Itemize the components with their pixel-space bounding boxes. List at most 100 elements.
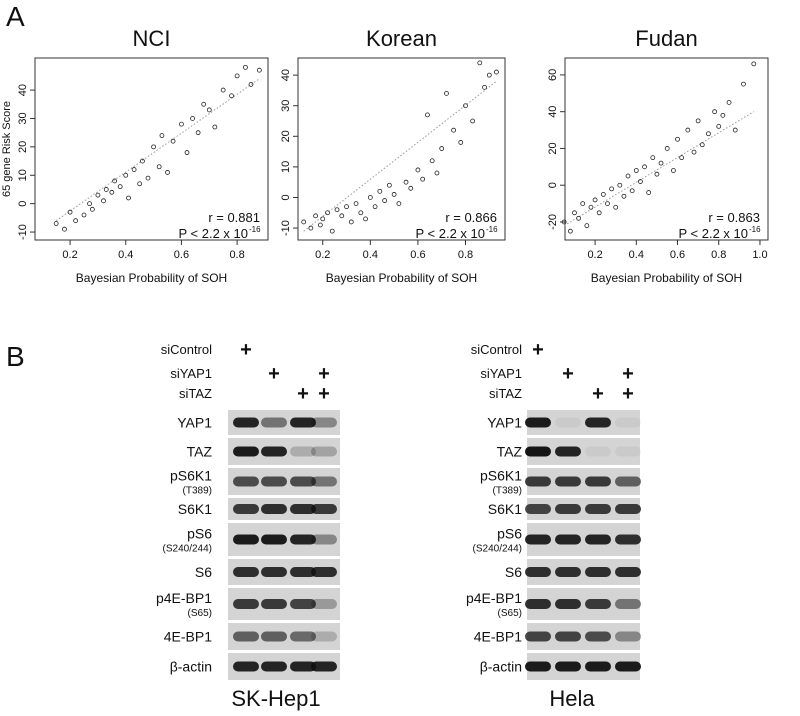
data-point [458,140,464,145]
blot-band [261,504,287,514]
blot-band [585,476,611,487]
y-tick-label: 20 [547,142,559,154]
blot-band [311,446,337,457]
y-tick-label: -10 [17,224,29,240]
p-exponent: -16 [486,225,498,234]
blot-label: p4E-BP1 [156,590,212,606]
blot-label: S6K1 [178,501,212,517]
blot-sublabel: (T389) [493,486,522,497]
blot-band [311,631,337,642]
data-point [184,150,190,155]
x-tick-label: 0.2 [587,249,602,261]
r-annotation: r = 0.863 [708,210,760,225]
data-point [576,215,582,221]
data-point [391,192,397,197]
data-point [592,197,598,203]
blot-band [585,567,611,577]
data-point [600,192,606,197]
blot-band [525,661,551,672]
data-point [751,61,757,67]
data-point [159,133,165,138]
blot-strip [527,498,640,520]
blot-band [615,504,641,514]
data-point [201,101,207,107]
blot-band [525,417,551,428]
blot-label: 4E-BP1 [164,629,212,645]
blot-band [233,534,259,545]
panel-label: A [6,1,25,32]
data-point [712,109,718,115]
p-text: P < 2.2 x 10 [678,226,748,241]
blot-band [290,504,316,514]
data-point [67,209,73,215]
data-point [584,223,590,229]
data-point [741,81,746,87]
p-text: P < 2.2 x 10 [178,226,248,241]
blot-band [290,446,316,457]
y-axis-label: 65 gene Risk Score [1,101,13,197]
blot-band [261,661,287,672]
blot-sublabel: (S65) [498,608,522,619]
blot-band [555,476,581,487]
x-tick-label: 0.4 [629,249,644,261]
p-annotation: P < 2.2 x 10 [415,226,485,241]
lane-sign: + [622,383,634,405]
blot-band [585,631,611,642]
blot-band [311,476,337,487]
y-tick-label: 10 [17,169,29,181]
x-tick-label: 0.8 [711,249,726,261]
y-tick-label: 20 [17,141,29,153]
data-point [695,118,701,124]
blot-band [585,417,611,428]
data-point [691,149,697,155]
r-annotation: r = 0.881 [208,210,260,225]
blot-band [525,504,551,514]
data-point [339,213,345,219]
data-point [145,175,151,181]
blot-label: pS6 [187,526,212,542]
data-point [444,91,449,96]
y-tick-label: 40 [17,84,29,96]
blot-band [525,567,551,577]
blot-band [585,599,611,609]
lane-sign: + [622,363,634,385]
data-point [434,170,440,176]
blot-label: pS6K1 [480,468,522,484]
data-point [73,218,79,224]
treatment-label: siControl [471,342,522,357]
data-point [429,158,435,164]
blot-band [261,476,287,487]
blot-band [233,567,259,577]
blot-label: pS6K1 [170,468,212,484]
data-point [325,210,330,216]
data-point [477,60,483,66]
data-point [140,158,145,164]
x-tick-label: 0.8 [458,249,473,261]
chart-title: Fudan [635,26,697,51]
blot-label: 4E-BP1 [474,629,522,645]
data-point [699,142,705,148]
blot-band [290,631,316,642]
blot-band [525,534,551,545]
y-tick-label: 40 [547,106,559,118]
data-point [87,201,92,207]
x-axis-label: Bayesian Probability of SOH [76,271,227,285]
y-tick-label: -20 [547,214,559,230]
blot-label: β-actin [480,659,522,675]
blot-band [233,661,259,672]
blot-band [555,567,581,577]
data-point [81,212,87,218]
data-point [377,188,383,194]
data-point [151,144,156,150]
blot-band [615,631,641,642]
blot-band [290,567,316,577]
data-point [195,130,201,136]
data-point [179,121,184,127]
chart-title: NCI [133,26,171,51]
x-tick-label: 0.2 [315,249,330,261]
treatment-label: siTAZ [489,386,522,401]
trend-line [55,78,260,222]
p-text: P < 2.2 x 10 [415,226,485,241]
blot-band [615,476,641,487]
plot-frame [297,57,506,241]
